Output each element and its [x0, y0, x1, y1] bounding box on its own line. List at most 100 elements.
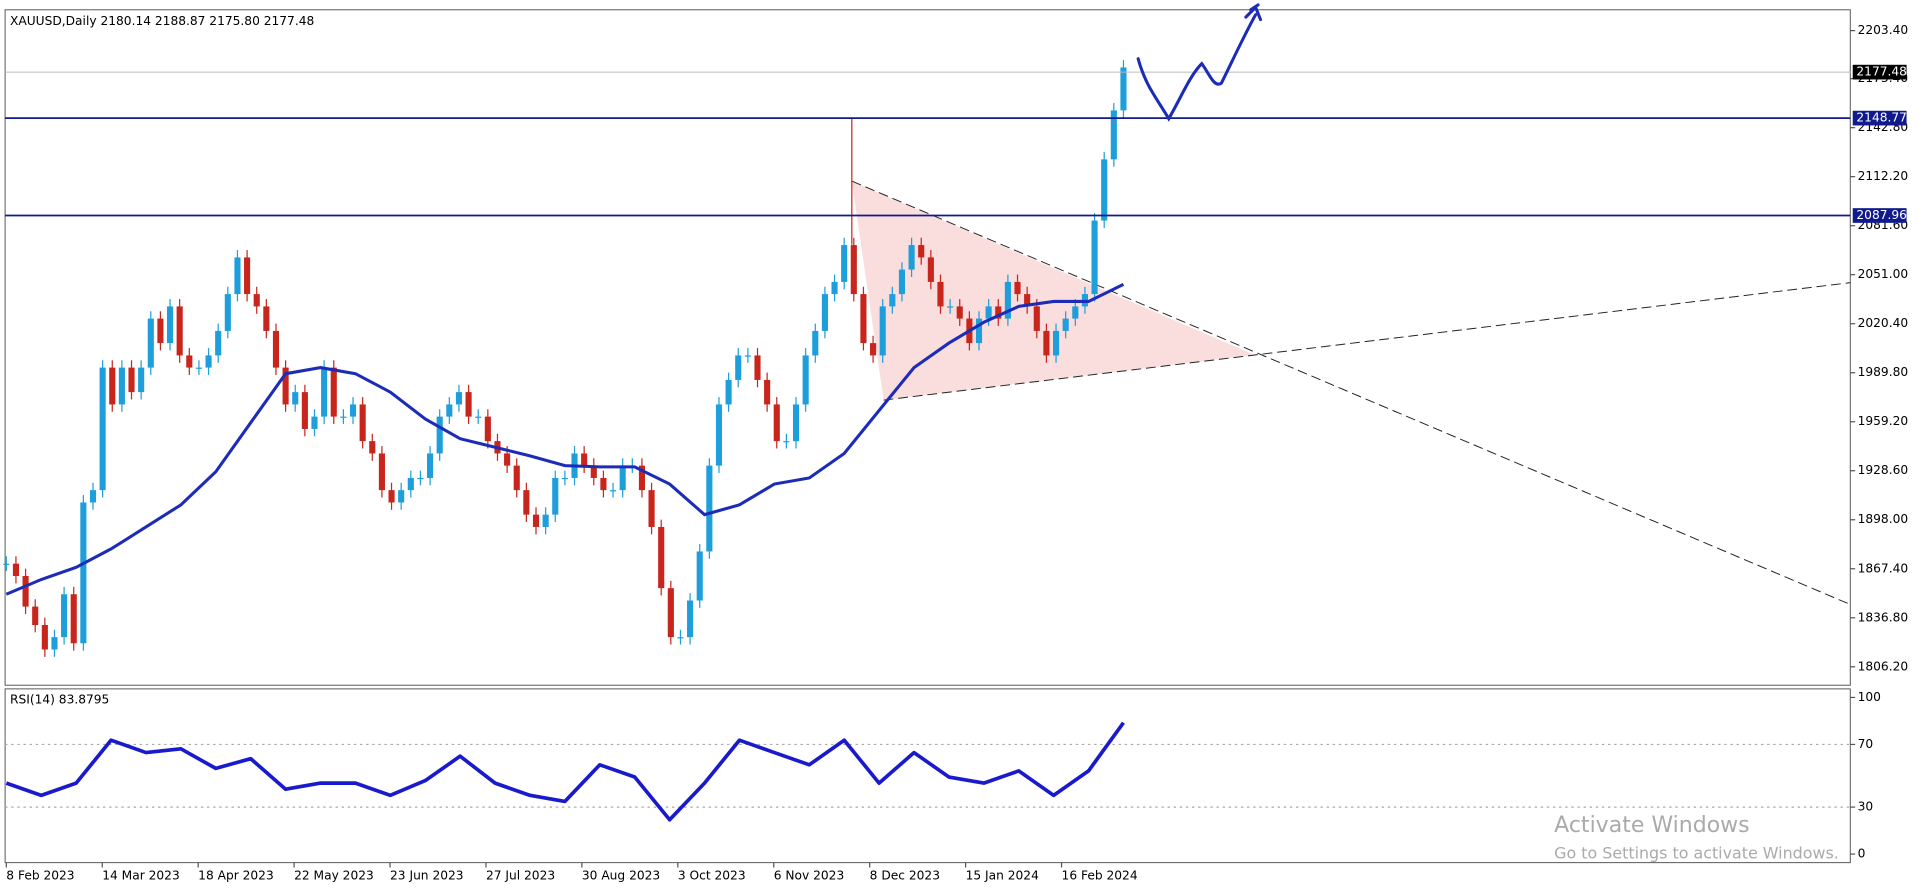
candle-body	[581, 453, 588, 466]
candle-body	[128, 367, 135, 393]
watermark-subtitle: Go to Settings to activate Windows.	[1554, 844, 1839, 863]
y-tick-label: 1836.80	[1858, 610, 1909, 624]
y-tick-label: 1959.20	[1858, 414, 1909, 428]
y-tick-label: 2112.20	[1858, 169, 1909, 183]
symbol: XAUUSD,Daily	[10, 13, 97, 27]
candle-body	[850, 245, 857, 295]
candle-body	[321, 367, 328, 417]
candle-body	[407, 477, 414, 491]
candle-body	[918, 245, 925, 258]
candle-body	[619, 465, 626, 491]
candle-body	[927, 257, 934, 282]
last-price-label: 2177.48	[1856, 65, 1907, 79]
candle-body	[99, 367, 106, 491]
candle-body	[263, 306, 270, 331]
candle-body	[638, 465, 645, 491]
trend-line	[851, 180, 1851, 605]
candle-body	[609, 490, 617, 492]
candle-body	[696, 551, 703, 601]
candle-body	[446, 404, 453, 417]
candle-body	[272, 330, 280, 368]
candle-body	[32, 606, 39, 625]
candle-body	[186, 355, 193, 368]
x-tick-label: 22 May 2023	[294, 869, 374, 883]
price-panel	[4, 9, 1851, 686]
last-price-bg	[1852, 64, 1907, 80]
candle-body	[1110, 110, 1117, 160]
triangle-zone	[851, 181, 1255, 401]
x-tick-label: 8 Dec 2023	[870, 869, 940, 883]
candle-body	[879, 306, 886, 356]
candle-body	[455, 392, 463, 405]
candle-body	[821, 294, 828, 331]
moving-average	[5, 282, 1125, 596]
candle-body	[215, 330, 222, 356]
candle-body	[802, 355, 809, 405]
candle-body	[532, 514, 540, 527]
candle-body	[735, 355, 742, 380]
y-tick-label: 70	[1858, 737, 1874, 751]
x-tick-label: 3 Oct 2023	[678, 869, 746, 883]
candle-body	[475, 416, 482, 418]
y-tick-label: 1898.00	[1858, 512, 1909, 526]
plot: 2203.402173.402142.802112.202081.602051.…	[3, 23, 1909, 883]
candle-body	[764, 379, 771, 405]
candle-body	[744, 355, 751, 357]
candle-body	[41, 624, 48, 650]
candle-body	[70, 594, 77, 644]
candle-body	[706, 465, 713, 552]
y-tick-label: 2051.00	[1858, 267, 1909, 281]
candle-body	[1033, 306, 1040, 331]
candle-body	[1120, 67, 1127, 111]
y-tick-label: 2020.40	[1858, 316, 1909, 330]
high: 2188.87	[155, 13, 206, 27]
x-tick-label: 16 Feb 2024	[1062, 869, 1138, 883]
candle-body	[484, 416, 491, 442]
candle-body	[427, 453, 434, 478]
candle-body	[1101, 159, 1108, 221]
candle-body	[282, 367, 289, 405]
candle-body	[61, 594, 68, 638]
candle-body	[22, 575, 29, 607]
candle-body	[1024, 294, 1031, 307]
x-tick-label: 18 Apr 2023	[198, 869, 274, 883]
candle-body	[947, 306, 954, 308]
candle-body	[1091, 220, 1098, 295]
candle-body	[118, 367, 125, 405]
candle-body	[359, 404, 366, 442]
candle-body	[1004, 281, 1011, 319]
candle-body	[89, 490, 97, 503]
candle-body	[176, 306, 183, 356]
candle-body	[340, 416, 347, 418]
candle-body	[147, 318, 154, 368]
candle-body	[552, 477, 559, 515]
candle-body	[1062, 318, 1069, 331]
symbol-header: XAUUSD,Daily 2180.14 2188.87 2175.80 217…	[10, 13, 314, 27]
candle-body	[301, 392, 308, 429]
candle-body	[667, 588, 674, 638]
candle-body	[658, 526, 665, 589]
candle-body	[224, 294, 231, 331]
candle-body	[244, 257, 251, 295]
y-tick-label: 1989.80	[1858, 365, 1909, 379]
candle-body	[417, 477, 424, 480]
candle-body	[436, 416, 443, 454]
candle-body	[378, 453, 385, 491]
y-tick-label: 2203.40	[1858, 23, 1909, 37]
low: 2175.80	[209, 13, 260, 27]
candle-body	[292, 392, 299, 405]
y-tick-label: 100	[1858, 690, 1881, 704]
x-tick-label: 14 Mar 2023	[102, 869, 179, 883]
candle-body	[398, 490, 405, 503]
watermark-title: Activate Windows	[1554, 813, 1750, 838]
candle-body	[465, 392, 472, 417]
x-tick-label: 6 Nov 2023	[774, 869, 845, 883]
candle-body	[937, 281, 944, 307]
rsi-title: RSI(14) 83.8795	[10, 692, 109, 706]
rsi-panel	[4, 688, 1851, 864]
candle-body	[725, 379, 732, 405]
x-tick-label: 23 Jun 2023	[390, 869, 464, 883]
candle-body	[195, 367, 202, 369]
